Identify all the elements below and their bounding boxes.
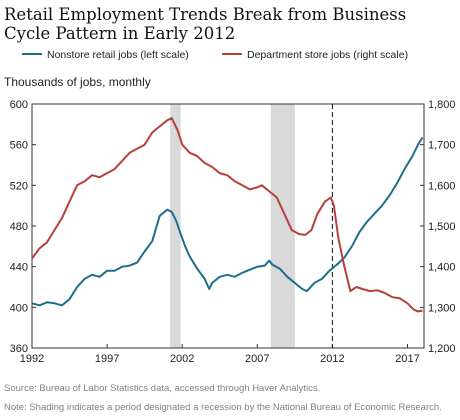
y-left-tick-label: 480 <box>10 221 28 233</box>
y-left-tick-label: 520 <box>10 180 28 192</box>
x-tick-label: 2012 <box>320 353 344 365</box>
y-left-tick-label: 600 <box>10 99 28 111</box>
y-left-tick-label: 400 <box>10 302 28 314</box>
x-tick-label: 2002 <box>170 353 194 365</box>
y-right-tick-label: 1,500 <box>428 221 456 233</box>
legend-label-department: Department store jobs (right scale) <box>247 49 408 61</box>
x-tick-label: 1997 <box>95 353 119 365</box>
chart: Nonstore retail jobs (left scale) Depart… <box>4 49 456 365</box>
series-line-nonstore <box>31 136 424 307</box>
footnote: Note: Shading indicates a period designa… <box>4 402 442 413</box>
y-right-tick-label: 1,200 <box>428 343 456 355</box>
y-right-tick-label: 1,700 <box>428 140 456 152</box>
source-note: Source: Bureau of Labor Statistics data,… <box>4 383 321 394</box>
chart-title: Retail Employment Trends Break from Busi… <box>4 5 407 43</box>
y-axis-label: Thousands of jobs, monthly <box>4 75 151 89</box>
x-tick-label: 1992 <box>20 353 44 365</box>
plot-frame <box>31 103 425 349</box>
y-left-tick-label: 440 <box>10 262 28 274</box>
y-right-tick-label: 1,400 <box>428 262 456 274</box>
x-tick-label: 2017 <box>395 353 419 365</box>
x-tick-label: 2007 <box>245 353 269 365</box>
legend: Nonstore retail jobs (left scale) Depart… <box>22 49 408 61</box>
plot-area: 600 560 520 480 440 400 360 1,800 1,700 1,600 1,50… <box>10 99 456 365</box>
y-right-tick-label: 1,600 <box>428 180 456 192</box>
y-left-tick-label: 560 <box>10 140 28 152</box>
y-right-tick-label: 1,300 <box>428 302 456 314</box>
recession-shading <box>170 104 181 348</box>
y-left-tick-label: 360 <box>10 343 28 355</box>
recession-shading <box>270 104 295 348</box>
legend-label-nonstore: Nonstore retail jobs (left scale) <box>47 49 189 61</box>
series-line-department <box>31 117 423 313</box>
y-right-tick-label: 1,800 <box>428 99 456 111</box>
